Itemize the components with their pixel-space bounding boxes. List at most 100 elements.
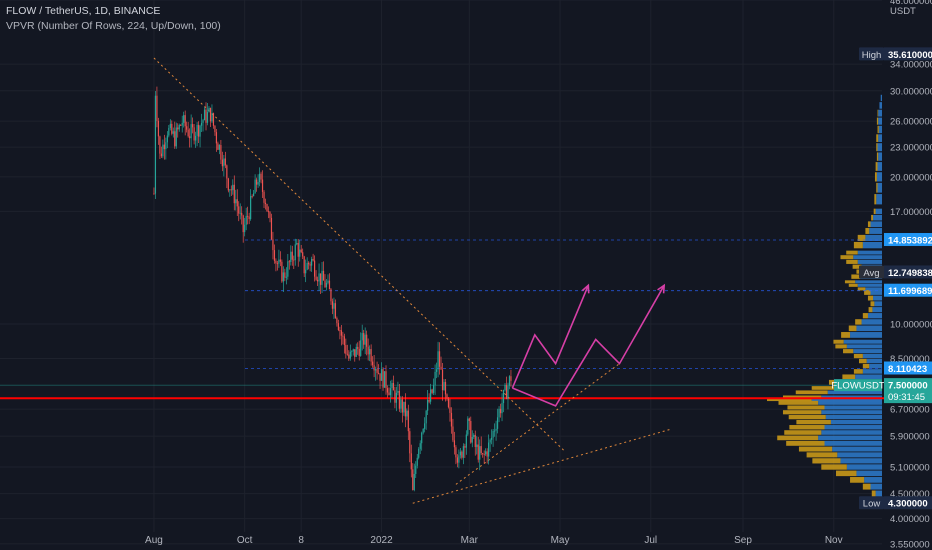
candle-body	[235, 199, 237, 204]
trendlines[interactable]	[153, 57, 672, 504]
candle-body	[180, 125, 182, 126]
candle-body	[212, 113, 215, 126]
candle-body	[380, 369, 383, 381]
candle-body	[178, 125, 180, 130]
candle-body	[186, 126, 188, 130]
candle-body	[272, 239, 274, 251]
candle-body	[444, 381, 447, 395]
time-axis[interactable]: Aug Oct 8 2022 Mar May Jul Sep Nov	[145, 535, 843, 546]
candle-body	[171, 123, 173, 134]
vp-bar-down	[850, 477, 865, 483]
candle-body	[452, 426, 454, 441]
candle-body	[309, 264, 311, 266]
candle-body	[333, 303, 335, 309]
low-label: Low	[863, 499, 881, 510]
candle-body	[462, 446, 464, 458]
indicator-title[interactable]: VPVR (Number Of Rows, 224, Up/Down, 100)	[6, 20, 221, 32]
candle-body	[211, 113, 213, 122]
low-value-bg	[884, 496, 932, 510]
candle-body	[202, 120, 204, 123]
vp-bar-down	[853, 241, 863, 249]
vp-bar-down	[786, 440, 825, 446]
vp-bar-down	[778, 400, 819, 405]
time-tick-label: May	[551, 535, 570, 546]
candle-body	[367, 346, 369, 355]
candle-body	[392, 382, 395, 391]
candle-body	[192, 124, 194, 128]
candle-body	[461, 451, 463, 458]
candle-body	[385, 371, 387, 389]
candle-body	[230, 189, 232, 191]
vp-bar-up	[873, 214, 882, 221]
candle-body	[388, 392, 390, 396]
vp-bar-down	[835, 344, 847, 349]
time-tick-label: Mar	[461, 535, 479, 546]
candle-body	[263, 191, 265, 203]
candle-body	[425, 410, 427, 424]
high-value: 35.610000	[888, 50, 932, 61]
candle-body	[315, 276, 317, 280]
candle-body	[489, 439, 491, 443]
grid-lines	[0, 0, 882, 545]
vp-bar-down	[870, 301, 875, 307]
candle-body	[239, 212, 241, 214]
candle-body	[199, 125, 201, 137]
vp-bar-up	[818, 400, 882, 405]
projection-paths[interactable]	[511, 283, 666, 407]
symbol-title[interactable]: FLOW / TetherUS, 1D, BINANCE	[6, 5, 161, 17]
candle-body	[394, 390, 396, 403]
candle-body	[291, 251, 293, 260]
candle-body	[314, 260, 316, 277]
high-label: High	[862, 50, 882, 61]
vp-bar-up	[875, 490, 882, 497]
candle-body	[197, 124, 200, 137]
candle-body	[293, 259, 295, 261]
candle-body	[352, 349, 354, 352]
candle-body	[224, 158, 226, 166]
arrow-head	[657, 283, 666, 294]
vp-bar-up	[857, 259, 882, 264]
candle-body	[168, 127, 170, 136]
vp-bar-up	[878, 125, 882, 134]
vp-bar-up	[824, 405, 882, 410]
dashed-levels	[0, 239, 882, 386]
candle-body	[431, 389, 433, 393]
candle-body	[306, 262, 308, 270]
candle-body	[492, 430, 494, 438]
projection-path[interactable]	[511, 284, 590, 389]
price-tick-label: 10.000000	[890, 320, 932, 331]
candle-body	[322, 270, 325, 281]
vp-bar-down	[877, 109, 879, 117]
candle-body	[196, 124, 198, 136]
vp-bar-down	[841, 332, 851, 338]
vp-bar-down	[843, 349, 854, 354]
vp-bar-down	[867, 295, 874, 301]
projection-path[interactable]	[512, 284, 665, 407]
trendline[interactable]	[412, 428, 672, 504]
candle-body	[418, 448, 420, 458]
candle-body	[299, 249, 301, 257]
vp-bar-up	[857, 250, 882, 255]
vp-bar-up	[850, 332, 882, 338]
tag3-value-bg	[884, 361, 932, 375]
candle-body	[345, 345, 347, 354]
candle-body	[476, 444, 478, 447]
vp-bar-down	[876, 134, 879, 142]
vp-bar-down	[836, 470, 857, 477]
candle-body	[401, 399, 403, 413]
candle-body	[189, 136, 191, 139]
candle-body	[253, 193, 255, 197]
candle-body	[205, 109, 207, 123]
vp-bar-down	[767, 398, 812, 402]
avg-label-bg	[859, 265, 884, 279]
candle-body	[488, 442, 490, 457]
trendline[interactable]	[455, 363, 620, 485]
candle-body	[305, 269, 307, 274]
candle-body	[430, 389, 432, 402]
candle-body	[446, 394, 448, 399]
vp-bar-up	[862, 369, 882, 374]
vp-bar-down	[821, 464, 847, 470]
price-tick-label: 3.550000	[890, 539, 930, 550]
candle-body	[273, 250, 276, 261]
